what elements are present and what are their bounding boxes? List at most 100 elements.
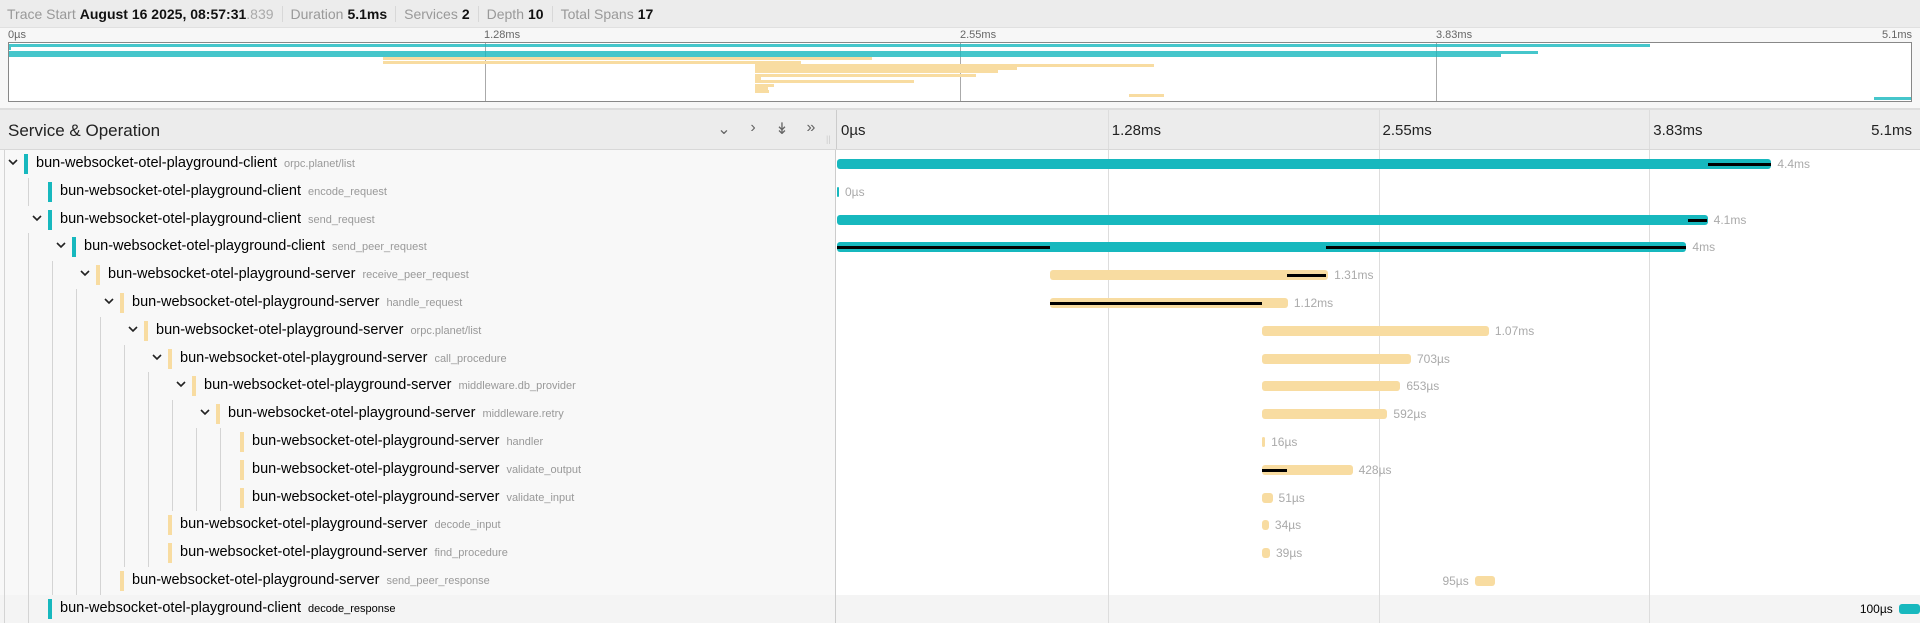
span-timeline-cell[interactable]: 0µs xyxy=(837,177,1920,206)
minimap-span-bar xyxy=(383,57,872,61)
span-timeline-cell[interactable]: 703µs xyxy=(837,344,1920,373)
span-row[interactable]: bun-websocket-otel-playground-server hand… xyxy=(0,427,1920,456)
chevron-down-icon[interactable] xyxy=(31,211,43,223)
timeline-tick-label: 2.55ms xyxy=(1382,122,1432,139)
span-name-cell[interactable]: bun-websocket-otel-playground-server hand… xyxy=(0,427,836,456)
service-name: bun-websocket-otel-playground-client xyxy=(84,238,325,255)
span-row[interactable]: bun-websocket-otel-playground-client send… xyxy=(0,233,1920,262)
minimap-canvas[interactable] xyxy=(8,42,1912,102)
chevron-down-icon[interactable] xyxy=(175,377,187,389)
span-name-cell[interactable]: bun-websocket-otel-playground-client send… xyxy=(0,205,836,234)
span-row[interactable]: bun-websocket-otel-playground-client enco… xyxy=(0,177,1920,206)
trace-minimap[interactable]: 0µs 1.28ms 2.55ms 3.83ms 5.1ms xyxy=(0,28,1920,110)
span-timeline-cell[interactable]: 1.31ms xyxy=(837,261,1920,289)
chevron-right-icon[interactable]: › xyxy=(750,119,756,136)
span-bar[interactable] xyxy=(1261,353,1411,364)
span-name-cell[interactable]: bun-websocket-otel-playground-server midd… xyxy=(0,400,836,428)
span-name-cell[interactable]: bun-websocket-otel-playground-server vali… xyxy=(0,483,836,512)
double-chevron-right-icon[interactable]: » xyxy=(806,119,816,136)
span-bar[interactable] xyxy=(837,159,1772,169)
span-bar[interactable] xyxy=(1474,575,1495,586)
span-row[interactable]: bun-websocket-otel-playground-server hand… xyxy=(0,288,1920,317)
timeline-gridline xyxy=(1378,261,1380,289)
span-service-name: bun-websocket-otel-playground-client send… xyxy=(84,238,427,254)
column-title: Service & Operation xyxy=(8,121,161,140)
span-name-cell[interactable]: bun-websocket-otel-playground-client orpc… xyxy=(0,150,836,178)
timeline-header: Service & Operation ⌄ › ↡ » || 0µs 1.28ms… xyxy=(0,110,1920,150)
chevron-down-icon[interactable] xyxy=(55,238,67,250)
span-row[interactable]: bun-websocket-otel-playground-server vali… xyxy=(0,455,1920,484)
span-timeline-cell[interactable]: 39µs xyxy=(837,539,1920,567)
timeline-gridline xyxy=(1649,344,1651,373)
chevron-down-icon[interactable] xyxy=(103,294,115,306)
span-bar[interactable] xyxy=(1261,520,1269,531)
span-row[interactable]: bun-websocket-otel-playground-server rece… xyxy=(0,261,1920,289)
timeline-gridline xyxy=(1107,427,1109,456)
span-timeline-cell[interactable]: 4.4ms xyxy=(837,150,1920,178)
span-name-cell[interactable]: bun-websocket-otel-playground-server orpc… xyxy=(0,316,836,345)
span-duration-label: 51µs xyxy=(1278,490,1305,505)
span-timeline-cell[interactable]: 1.07ms xyxy=(837,316,1920,345)
span-name-cell[interactable]: bun-websocket-otel-playground-server midd… xyxy=(0,372,836,401)
span-bar[interactable] xyxy=(1261,492,1273,503)
span-name-cell[interactable]: bun-websocket-otel-playground-server hand… xyxy=(0,288,836,317)
span-name-cell[interactable]: bun-websocket-otel-playground-server rece… xyxy=(0,261,836,289)
service-name: bun-websocket-otel-playground-server xyxy=(252,460,500,477)
span-bar[interactable] xyxy=(1898,603,1920,614)
span-bar[interactable] xyxy=(1261,381,1401,392)
double-chevron-down-icon[interactable]: ↡ xyxy=(775,121,789,138)
span-timeline-cell[interactable]: 4ms xyxy=(837,233,1920,262)
span-name-cell[interactable]: bun-websocket-otel-playground-server send… xyxy=(0,566,836,595)
span-row[interactable]: bun-websocket-otel-playground-server vali… xyxy=(0,483,1920,512)
minimap-span-bar xyxy=(754,73,976,77)
span-name-cell[interactable]: bun-websocket-otel-playground-client enco… xyxy=(0,177,836,206)
minimap-span-bar xyxy=(754,90,770,94)
span-bar[interactable] xyxy=(837,214,1708,225)
chevron-down-icon[interactable] xyxy=(7,155,19,167)
span-row[interactable]: bun-websocket-otel-playground-server midd… xyxy=(0,400,1920,428)
span-row[interactable]: bun-websocket-otel-playground-client deco… xyxy=(0,594,1920,623)
span-row[interactable]: bun-websocket-otel-playground-server send… xyxy=(0,566,1920,595)
span-row[interactable]: bun-websocket-otel-playground-server midd… xyxy=(0,372,1920,401)
span-row[interactable]: bun-websocket-otel-playground-server deco… xyxy=(0,511,1920,540)
column-resize-handle[interactable]: || xyxy=(826,134,831,144)
span-timeline-cell[interactable]: 592µs xyxy=(837,400,1920,428)
span-timeline-cell[interactable]: 4.1ms xyxy=(837,205,1920,234)
span-timeline-cell[interactable]: 95µs xyxy=(837,566,1920,595)
span-timeline-cell[interactable]: 428µs xyxy=(837,455,1920,484)
span-name-cell[interactable]: bun-websocket-otel-playground-server deco… xyxy=(0,511,836,540)
span-bar[interactable] xyxy=(1261,325,1489,336)
span-bar[interactable] xyxy=(1261,409,1388,420)
span-row[interactable]: bun-websocket-otel-playground-server call… xyxy=(0,344,1920,373)
tree-guide-line xyxy=(4,261,5,289)
span-name-cell[interactable]: bun-websocket-otel-playground-client deco… xyxy=(0,594,836,623)
chevron-down-icon[interactable] xyxy=(151,350,163,362)
span-timeline-cell[interactable]: 653µs xyxy=(837,372,1920,401)
span-timeline-cell[interactable]: 34µs xyxy=(837,511,1920,540)
span-timeline-cell[interactable]: 51µs xyxy=(837,483,1920,512)
span-row[interactable]: bun-websocket-otel-playground-client send… xyxy=(0,205,1920,234)
span-row[interactable]: bun-websocket-otel-playground-client orpc… xyxy=(0,150,1920,178)
span-timeline-cell[interactable]: 100µs xyxy=(837,594,1920,623)
span-row[interactable]: bun-websocket-otel-playground-server find… xyxy=(0,539,1920,567)
span-timeline-cell[interactable]: 1.12ms xyxy=(837,288,1920,317)
chevron-down-icon[interactable]: ⌄ xyxy=(717,121,731,138)
tree-guide-line xyxy=(4,483,5,512)
span-row[interactable]: bun-websocket-otel-playground-server orpc… xyxy=(0,316,1920,345)
span-name-cell[interactable]: bun-websocket-otel-playground-server find… xyxy=(0,539,836,567)
span-bar[interactable] xyxy=(837,186,839,197)
span-bar[interactable] xyxy=(1261,436,1266,447)
chevron-down-icon[interactable] xyxy=(79,266,91,278)
span-bar[interactable] xyxy=(1049,270,1329,281)
span-name-cell[interactable]: bun-websocket-otel-playground-server vali… xyxy=(0,455,836,484)
chevron-down-icon[interactable] xyxy=(127,322,139,334)
span-bar[interactable] xyxy=(837,242,1687,253)
span-name-cell[interactable]: bun-websocket-otel-playground-client send… xyxy=(0,233,836,262)
span-name-cell[interactable]: bun-websocket-otel-playground-server call… xyxy=(0,344,836,373)
span-timeline-cell[interactable]: 16µs xyxy=(837,427,1920,456)
operation-name: find_procedure xyxy=(434,547,508,560)
span-bar[interactable] xyxy=(1261,548,1270,559)
span-bar[interactable] xyxy=(1261,464,1353,475)
chevron-down-icon[interactable] xyxy=(199,405,211,417)
critical-path-segment xyxy=(1287,274,1327,278)
